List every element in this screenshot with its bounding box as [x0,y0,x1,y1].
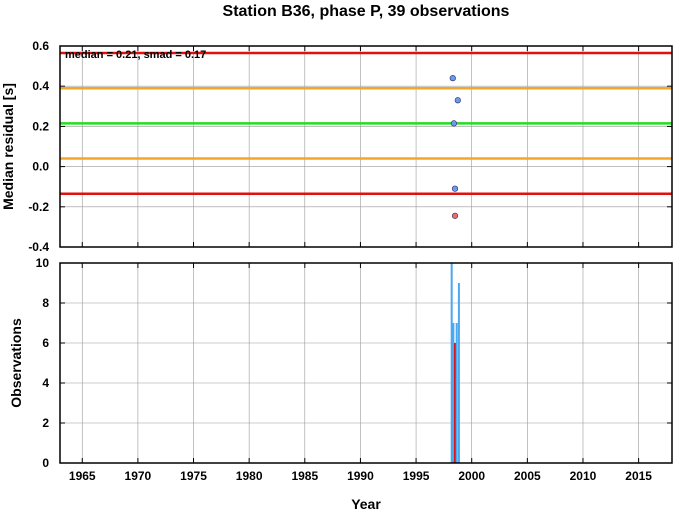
residual-y-axis-label: Median residual [s] [0,83,16,210]
x-tick-label: 2000 [458,469,485,483]
residual-point [451,212,459,219]
observations-ticks: 1965 1970 1975 1980 1985 1990 1995 2000 2005 2010… [36,256,672,483]
x-tick-label: 2010 [570,469,597,483]
x-tick-label: 2005 [514,469,541,483]
observations-y-tick-label: 6 [42,336,49,350]
year-x-axis-label: Year [351,496,381,511]
x-tick-label: 1990 [347,469,374,483]
observations-y-tick-label: 8 [42,296,49,310]
chart-title: Station B36, phase P, 39 observations [223,3,510,20]
observations-plot-frame [59,262,673,464]
residual-panel: -0.4 -0.2 0.0 0.2 0.4 0.6 median = 0.21, smad… [0,39,673,254]
residual-y-tick-label: 0.2 [32,119,49,133]
stats-annotation: median = 0.21, smad = 0.17 [65,49,206,61]
residual-point [454,97,461,104]
residual-y-tick-label: 0.6 [32,39,49,53]
observations-panel: 1965 1970 1975 1980 1985 1990 1995 2000 2005 2010… [8,256,673,512]
x-tick-label: 2015 [625,469,652,483]
residual-point [450,120,458,127]
x-tick-label: 1985 [291,469,318,483]
residual-plot-frame [59,45,673,248]
residual-y-tick-label: -0.4 [28,240,49,254]
observations-y-tick-label: 0 [42,456,49,470]
observation-bars [450,263,460,463]
x-tick-label: 1970 [125,469,152,483]
residual-reference-lines [60,51,672,195]
observations-y-tick-label: 2 [42,416,49,430]
observations-y-tick-label: 4 [42,376,49,390]
residual-y-tick-label: 0.4 [32,79,49,93]
residual-point [451,185,459,192]
observations-y-axis-label: Observations [8,318,24,408]
residual-grid [60,45,672,248]
observations-grid [60,262,672,464]
x-tick-label: 1995 [403,469,430,483]
x-tick-label: 1965 [69,469,96,483]
observations-y-tick-label: 10 [36,256,50,270]
residual-y-tick-label: -0.2 [28,200,49,214]
residual-ticks: -0.4 -0.2 0.0 0.2 0.4 0.6 [28,39,672,254]
residual-points [449,75,461,219]
x-tick-label: 1980 [236,469,263,483]
residual-y-tick-label: 0.0 [32,160,49,174]
residual-point [449,75,456,82]
x-tick-label: 1975 [180,469,207,483]
